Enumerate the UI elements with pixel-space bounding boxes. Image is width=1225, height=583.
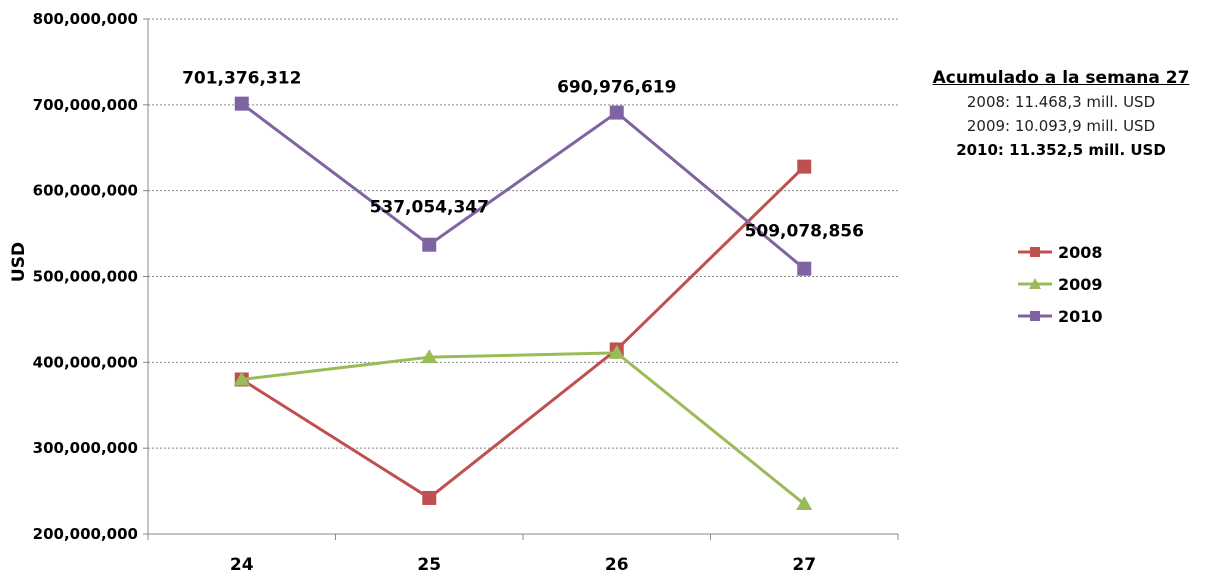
cumulative-note-2008: 2008: 11.468,3 mill. USD (966, 93, 1156, 111)
axes: 200,000,000 300,000,000 400,000,000 500,000… (9, 10, 899, 575)
y-axis-title: USD (9, 242, 29, 282)
data-label-2010: 701,376,312 (182, 69, 301, 89)
data-point-2010 (234, 96, 249, 111)
data-point-2010 (422, 237, 437, 252)
data-point-2010 (797, 261, 812, 276)
square-marker-icon (1018, 311, 1052, 321)
data-point-2009 (608, 344, 625, 359)
data-label-2010: 690,976,619 (557, 78, 676, 98)
y-tick-label: 300,000,000 (33, 439, 138, 457)
cumulative-note-2010: 2010: 11.352,5 mill. USD (956, 141, 1166, 159)
legend-label-2008: 2008 (1058, 242, 1103, 262)
legend-item-2010: 2010 (1018, 300, 1103, 332)
data-label-2010: 537,054,347 (370, 198, 489, 218)
y-tick-label: 400,000,000 (33, 353, 138, 371)
y-tick-label: 800,000,000 (33, 10, 138, 28)
cumulative-note-2009: 2009: 10.093,9 mill. USD (966, 117, 1156, 135)
legend-label-2009: 2009 (1058, 274, 1103, 294)
square-marker-icon (1018, 247, 1052, 257)
series-line-2010 (240, 102, 806, 270)
legend-item-2009: 2009 (1018, 268, 1103, 300)
legend-item-2008: 2008 (1018, 236, 1103, 268)
legend: 2008 2009 2010 (1018, 236, 1103, 332)
cumulative-note: Acumulado a la semana 27 2008: 11.468,3 … (908, 66, 1214, 162)
x-tick-label: 24 (230, 555, 254, 575)
data-labels: 701,376,312 537,054,347 690,976,619 509,078… (182, 69, 864, 242)
legend-label-2010: 2010 (1058, 306, 1103, 326)
data-point-2010 (609, 105, 624, 120)
series-line-2009 (241, 351, 806, 506)
data-point-2009 (233, 371, 250, 386)
y-tick-label: 200,000,000 (33, 525, 138, 543)
data-point-2008 (422, 490, 437, 505)
cumulative-note-title: Acumulado a la semana 27 (932, 68, 1190, 88)
data-point-2009 (796, 495, 813, 510)
triangle-marker-icon (1018, 278, 1052, 289)
data-label-2010: 509,078,856 (745, 222, 864, 242)
gridlines (148, 18, 898, 449)
series-group (233, 96, 813, 510)
x-tick-label: 26 (605, 555, 629, 575)
series-line-2008 (240, 165, 806, 500)
y-tick-label: 600,000,000 (33, 182, 138, 200)
data-point-2008 (797, 159, 812, 174)
x-tick-label: 25 (417, 555, 441, 575)
y-tick-label: 500,000,000 (33, 268, 138, 286)
data-point-2009 (421, 349, 438, 364)
y-tick-label: 700,000,000 (33, 96, 138, 114)
x-tick-label: 27 (792, 555, 816, 575)
